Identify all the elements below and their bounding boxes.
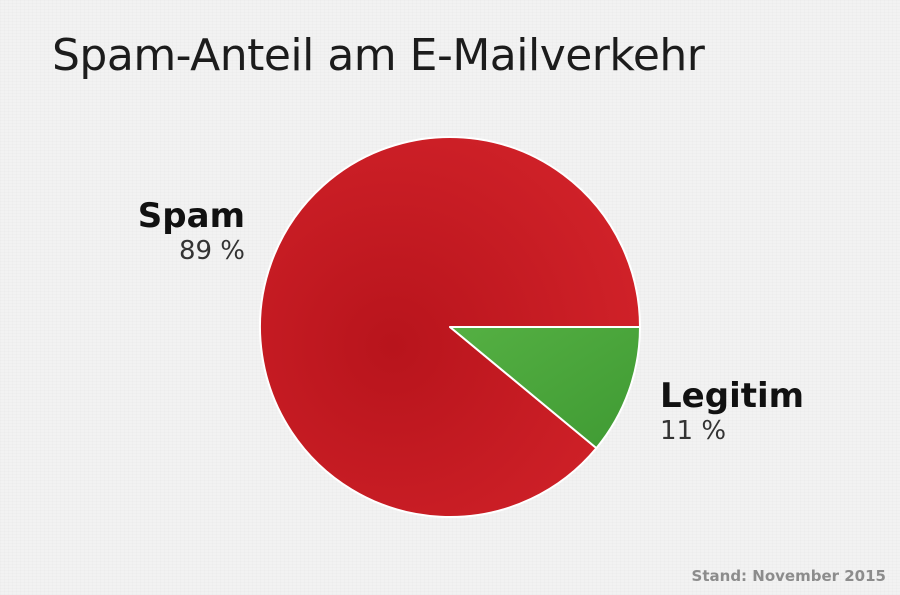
slice-label-legitim: Legitim 11 % xyxy=(660,376,804,446)
footnote: Stand: November 2015 xyxy=(691,567,886,585)
slice-value-legitim: 11 % xyxy=(660,416,727,446)
pie-slice-legitim xyxy=(449,326,641,450)
slice-label-spam: Spam 89 % xyxy=(138,196,245,266)
slice-value-spam: 89 % xyxy=(178,236,245,266)
slice-name-spam: Spam xyxy=(137,196,245,236)
slice-name-legitim: Legitim xyxy=(660,376,805,416)
chart-title: Spam-Anteil am E-Mailverkehr xyxy=(52,30,705,81)
